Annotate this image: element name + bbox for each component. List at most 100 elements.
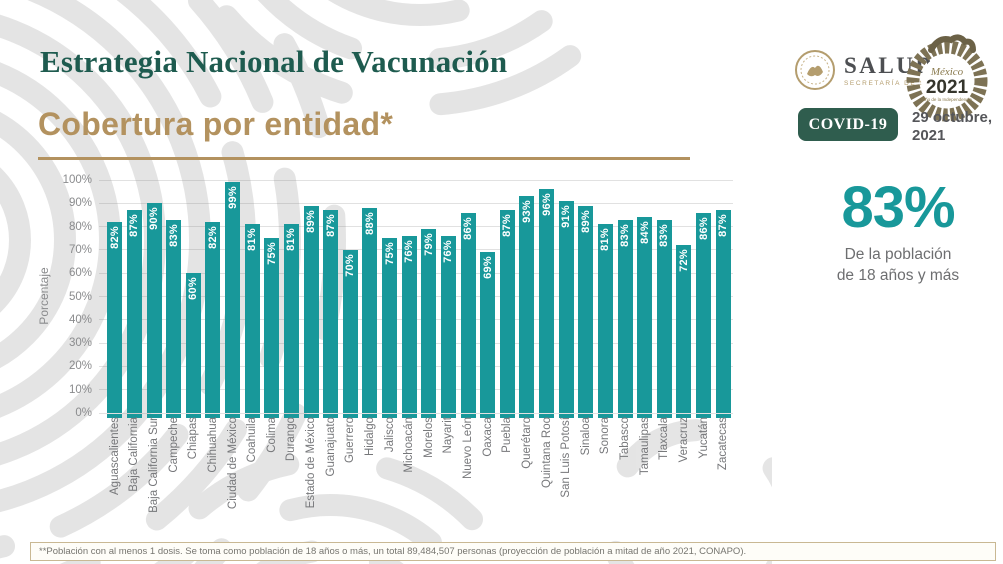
coverage-value: 83% [841, 175, 955, 240]
slide-date: 29 octubre, 2021 [912, 109, 992, 145]
x-tick [283, 414, 299, 418]
bar-value-label: 91% [560, 204, 573, 228]
x-tick [205, 414, 221, 418]
slide-date-line1: 29 octubre, [912, 109, 993, 126]
x-label-Nuevo León: Nuevo León [462, 417, 475, 480]
bar-value-label: 81% [285, 228, 298, 252]
y-tick-30: 30% [68, 337, 92, 350]
bar-value-label: 75% [265, 242, 278, 266]
mexico-logo-sub: Año de la Independencia [922, 97, 972, 102]
y-tick-90: 90% [68, 197, 92, 210]
bar-chart: 82% 87% 90% 83% 60% 82% 99% 81% 75% 81% 89% 87% 70% 8… [99, 179, 733, 418]
x-label-Tamaulipas: Tamaulipas [638, 417, 651, 476]
y-axis-ticks: 0% 10% 20% 30% 40% 50% 60% 70% 80% 90% 100% [48, 174, 98, 419]
x-label-Puebla: Puebla [501, 417, 514, 453]
x-label-Guanajuato: Guanajuato [324, 417, 337, 477]
bar-Zacatecas [715, 210, 731, 413]
x-label-Estado de México: Estado de México [305, 417, 318, 509]
x-label-Campeche: Campeche [167, 417, 180, 473]
x-tick [617, 414, 633, 418]
x-tick [264, 414, 280, 418]
bar-Querétaro [519, 196, 535, 413]
bar-Aguascalientes [107, 221, 123, 413]
bar-value-label: 81% [246, 228, 259, 252]
bar-value-label: 69% [481, 256, 494, 280]
x-tick [597, 414, 613, 418]
x-label-Zacatecas: Zacatecas [717, 417, 730, 471]
gridline-100 [99, 179, 733, 181]
x-label-Chihuahua: Chihuahua [206, 417, 219, 473]
y-tick-0: 0% [75, 407, 92, 419]
salud-subtitle: SECRETARÍA DE SALUD [844, 79, 950, 87]
x-tick [558, 414, 574, 418]
x-axis-labels: Aguascalientes Baja California Baja Califo… [105, 417, 733, 551]
bar-Morelos [421, 228, 437, 413]
bar-Oaxaca [480, 252, 496, 413]
gridline-0 [99, 412, 733, 414]
y-tick-40: 40% [68, 313, 92, 326]
x-tick [401, 414, 417, 418]
bar-value-label: 96% [540, 193, 553, 217]
x-tick [107, 414, 123, 418]
x-tick [715, 414, 731, 418]
bar-value-label: 99% [226, 186, 239, 210]
bar-Guanajuato [323, 210, 339, 413]
x-tick [656, 414, 672, 418]
bar-value-label: 82% [108, 225, 121, 249]
x-tick [499, 414, 515, 418]
x-tick [480, 414, 496, 418]
bar-Yucatán [696, 212, 712, 413]
x-label-Oaxaca: Oaxaca [481, 417, 494, 457]
mexico-logo-text: México [930, 66, 964, 78]
x-label-Baja California: Baja California [128, 417, 141, 492]
bar-value-label: 83% [167, 223, 180, 247]
x-tick [519, 414, 535, 418]
x-tick [323, 414, 339, 418]
x-label-Chiapas: Chiapas [187, 417, 200, 460]
bar-value-label: 87% [501, 214, 514, 238]
bar-Coahuila [244, 224, 260, 413]
bar-value-label: 89% [305, 209, 318, 233]
salud-eagle-icon [795, 50, 835, 90]
x-label-Ciudad de México: Ciudad de México [226, 417, 239, 510]
bar-Baja California [126, 210, 142, 413]
bar-value-label: 83% [619, 223, 632, 247]
bar-Durango [283, 224, 299, 413]
gridline-80 [99, 226, 733, 228]
x-tick [696, 414, 712, 418]
bar-Puebla [499, 210, 515, 413]
mexico-logo-year: 2021 [926, 77, 969, 98]
x-tick [166, 414, 182, 418]
y-tick-70: 70% [68, 243, 92, 256]
bar-Sonora [597, 224, 613, 413]
y-tick-100: 100% [62, 174, 92, 186]
bar-value-label: 93% [520, 200, 533, 224]
bar-Jalisco [382, 238, 398, 413]
x-label-Tabasco: Tabasco [619, 417, 632, 460]
x-tick [421, 414, 437, 418]
bar-Colima [264, 238, 280, 413]
x-label-Yucatán: Yucatán [697, 417, 710, 459]
bar-value-label: 89% [579, 209, 592, 233]
bar-Tamaulipas [637, 217, 653, 413]
bar-value-label: 72% [677, 249, 690, 273]
coverage-highlight: 83% De la población de 18 años y más [818, 175, 978, 287]
x-tick [676, 414, 692, 418]
x-label-Michoacán: Michoacán [403, 417, 416, 473]
x-label-Sonora: Sonora [599, 417, 612, 455]
x-label-Tlaxcala: Tlaxcala [658, 417, 671, 460]
bar-value-label: 75% [383, 242, 396, 266]
gridline-90 [99, 202, 733, 204]
coverage-caption: De la población de 18 años y más [818, 245, 978, 287]
bar-value-label: 83% [658, 223, 671, 247]
bar-value-label: 87% [324, 214, 337, 238]
x-tick [382, 414, 398, 418]
heading-underline [38, 157, 690, 160]
x-label-Durango: Durango [285, 417, 298, 462]
x-label-Querétaro: Querétaro [520, 417, 533, 469]
chart-heading: Cobertura por entidad* [38, 106, 394, 142]
x-tick [185, 414, 201, 418]
covid19-badge: COVID-19 [798, 108, 898, 141]
bar-Campeche [166, 219, 182, 413]
